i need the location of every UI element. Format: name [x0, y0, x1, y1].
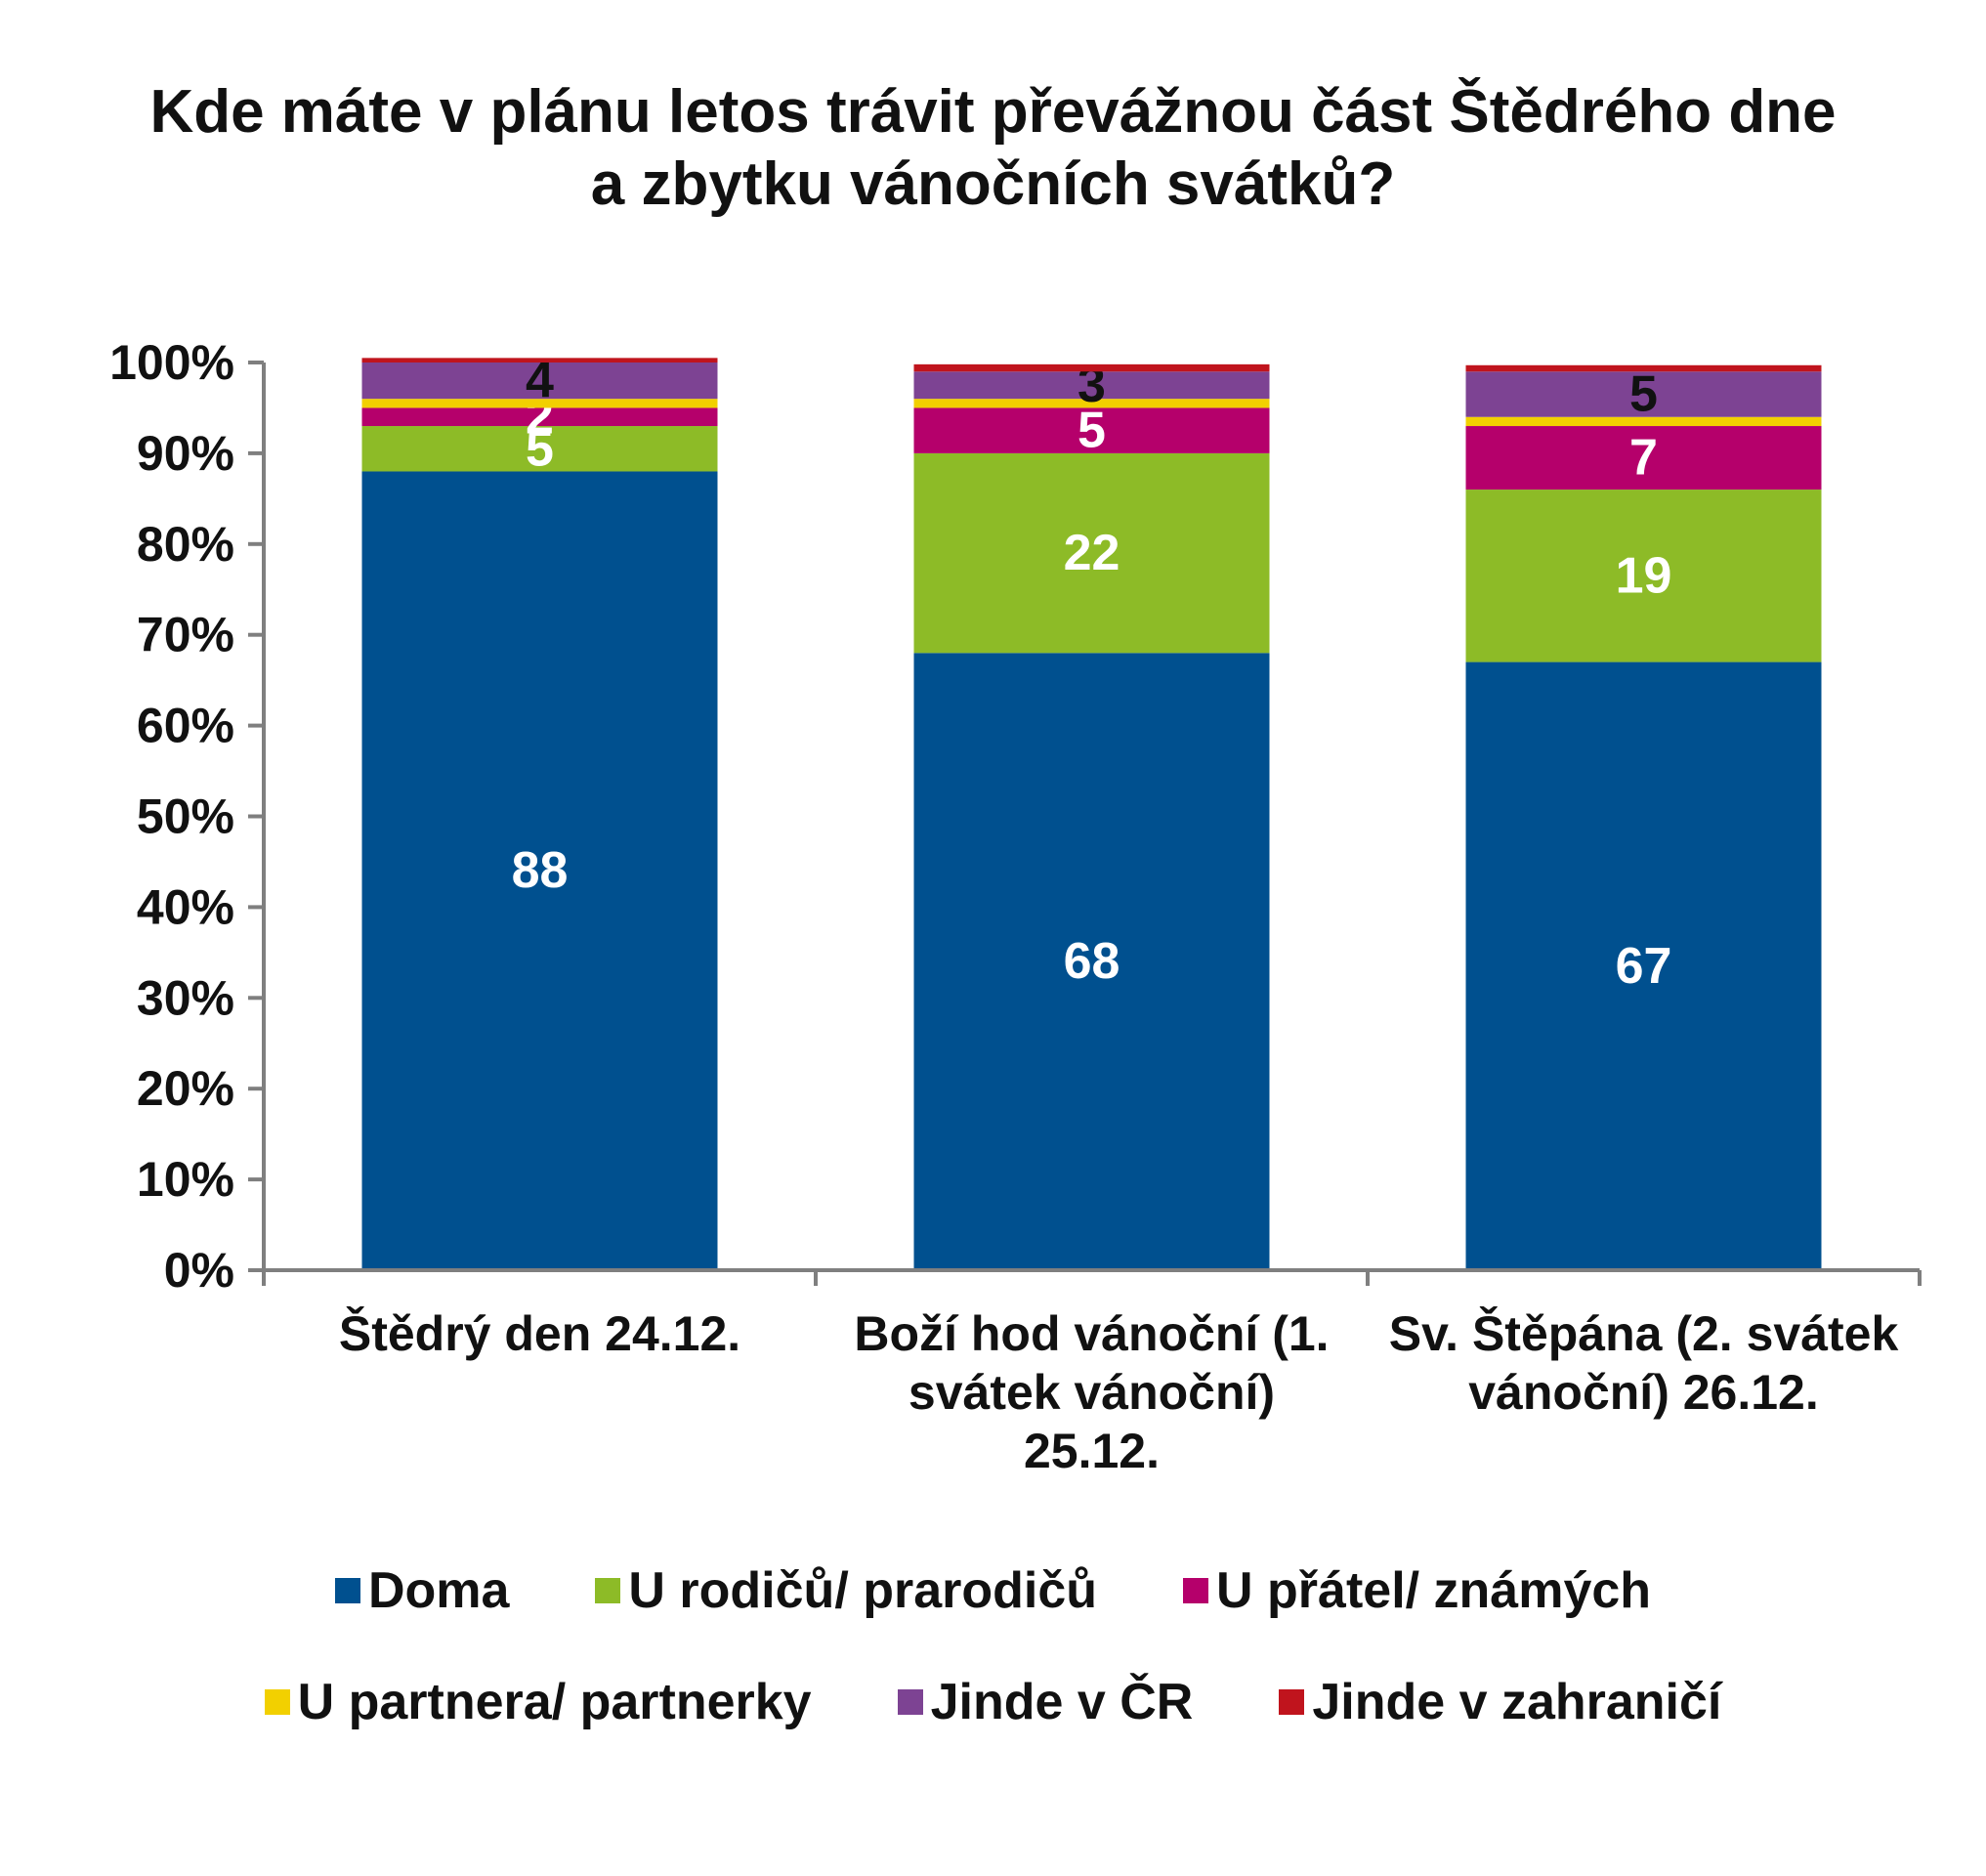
legend-label-u-rodicu: U rodičů/ prarodičů	[628, 1562, 1098, 1619]
legend-label-u-pratel: U přátel/ známých	[1216, 1562, 1652, 1619]
y-tick-label-1: 10%	[137, 1152, 234, 1207]
data-label-2-4: 5	[1629, 366, 1658, 423]
data-label-1-2: 5	[1078, 403, 1106, 459]
legend-item-u-partnera: U partnera/ partnerky	[264, 1673, 812, 1731]
bar-segment-1-1	[913, 452, 1270, 654]
y-tick-label-9: 90%	[137, 426, 234, 481]
bar-segment-0-0	[361, 471, 718, 1271]
y-tick-label-7: 70%	[137, 608, 234, 662]
x-category-label-1: Boží hod vánoční (1. svátek vánoční) 25.12…	[854, 1306, 1329, 1478]
bar-segment-0-5	[361, 358, 718, 362]
bar-segment-1-2	[913, 407, 1270, 453]
legend-label-jinde-v-zahranici: Jinde v zahraničí	[1312, 1674, 1722, 1730]
legend-swatch-jinde-v-cr	[897, 1689, 923, 1715]
chart-title-line-2: a zbytku vánočních svátků?	[590, 150, 1396, 218]
legend-label-u-partnera: U partnera/ partnerky	[297, 1674, 812, 1730]
legend-swatch-u-rodicu	[595, 1578, 621, 1603]
data-label-2-1: 19	[1616, 547, 1672, 604]
bar-segment-2-5	[1465, 364, 1822, 372]
chart-title-line-1: Kde máte v plánu letos trávit převážnou …	[149, 78, 1837, 146]
x-category-label-line: svátek vánoční)	[908, 1365, 1275, 1420]
x-category-label-line: Štědrý den 24.12.	[339, 1305, 740, 1361]
y-tick-label-2: 20%	[137, 1061, 234, 1116]
bar-segment-2-4	[1465, 371, 1822, 417]
legend-swatch-u-partnera	[264, 1689, 290, 1715]
data-label-0-0: 88	[512, 842, 569, 899]
y-tick-label-0: 0%	[164, 1243, 234, 1298]
bar-segment-2-1	[1465, 490, 1822, 662]
x-category-label-line: Boží hod vánoční (1.	[854, 1306, 1329, 1361]
bar-segment-2-0	[1465, 661, 1822, 1270]
legend-item-jinde-v-zahranici: Jinde v zahraničí	[1279, 1673, 1721, 1731]
legend-label-doma: Doma	[367, 1562, 510, 1619]
y-tick-label-10: 100%	[109, 335, 234, 390]
legend-item-u-rodicu: U rodičů/ prarodičů	[595, 1561, 1097, 1620]
x-category-label-line: 25.12.	[1024, 1424, 1160, 1478]
legend-row-1: Doma U rodičů/ prarodičů U přátel/ známý…	[0, 1561, 1986, 1620]
bar-segment-2-3	[1465, 416, 1822, 427]
bar-segment-1-0	[913, 653, 1270, 1270]
legend-item-u-pratel: U přátel/ známých	[1183, 1561, 1651, 1620]
bar-segment-2-2	[1465, 426, 1822, 490]
data-label-0-1: 5	[526, 420, 554, 477]
x-category-label-2: Sv. Štěpána (2. svátek vánoční) 26.12.	[1389, 1305, 1899, 1420]
chart-title: Kde máte v plánu letos trávit převážnou …	[0, 76, 1986, 221]
data-label-1-0: 68	[1064, 933, 1120, 990]
data-label-1-1: 22	[1064, 525, 1120, 581]
bar-segment-0-3	[361, 399, 718, 408]
legend-row-2: U partnera/ partnerky Jinde v ČR Jinde v…	[0, 1673, 1986, 1731]
bar-segment-0-2	[361, 407, 718, 427]
legend-swatch-doma	[334, 1578, 360, 1603]
legend-label-jinde-v-cr: Jinde v ČR	[930, 1674, 1194, 1730]
bar-segment-0-1	[361, 426, 718, 472]
y-tick-label-5: 50%	[137, 789, 234, 844]
x-category-label-line: vánoční) 26.12.	[1468, 1365, 1819, 1420]
legend-swatch-u-pratel	[1183, 1578, 1209, 1603]
y-tick-label-6: 60%	[137, 699, 234, 753]
legend-item-doma: Doma	[334, 1561, 510, 1620]
bar-segment-1-5	[913, 363, 1270, 372]
bar-segment-1-3	[913, 399, 1270, 408]
bar-segment-1-4	[913, 371, 1270, 400]
y-tick-label-3: 30%	[137, 970, 234, 1025]
bar-segment-0-4	[361, 362, 718, 400]
x-category-label-0: Štědrý den 24.12.	[339, 1305, 740, 1361]
x-category-label-line: Sv. Štěpána (2. svátek	[1389, 1305, 1899, 1361]
y-tick-label-8: 80%	[137, 517, 234, 572]
data-label-2-0: 67	[1616, 938, 1672, 995]
data-label-2-2: 7	[1629, 430, 1658, 487]
legend-swatch-jinde-v-zahranici	[1279, 1689, 1305, 1715]
y-tick-label-4: 40%	[137, 879, 234, 934]
legend-item-jinde-v-cr: Jinde v ČR	[897, 1673, 1194, 1731]
